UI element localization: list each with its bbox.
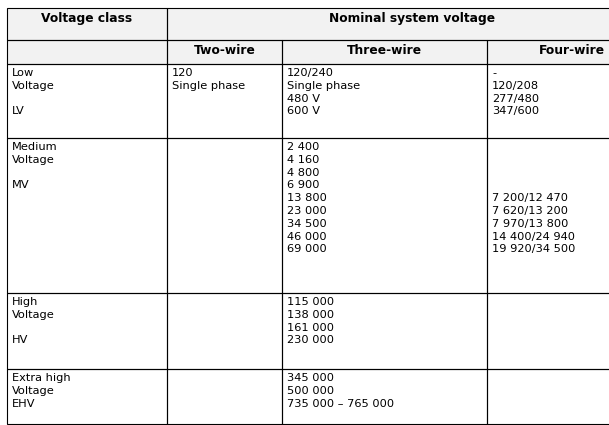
Text: -
120/208
277/480
347/600: - 120/208 277/480 347/600 <box>492 68 539 116</box>
Bar <box>167 8 609 40</box>
Bar <box>7 64 167 138</box>
Bar <box>167 64 282 138</box>
Text: 7 200/12 470
7 620/13 200
7 970/13 800
14 400/24 940
19 920/34 500: 7 200/12 470 7 620/13 200 7 970/13 800 1… <box>492 142 576 255</box>
Bar <box>167 138 282 293</box>
Bar <box>487 40 609 64</box>
Text: High
Voltage

HV: High Voltage HV <box>12 297 55 346</box>
Bar <box>7 293 167 369</box>
Bar <box>7 40 167 64</box>
Bar <box>282 40 487 64</box>
Bar <box>282 64 487 138</box>
Text: Voltage class: Voltage class <box>41 12 133 25</box>
Bar <box>487 64 609 138</box>
Bar <box>7 8 167 40</box>
Text: 120/240
Single phase
480 V
600 V: 120/240 Single phase 480 V 600 V <box>287 68 360 116</box>
Text: Medium
Voltage

MV: Medium Voltage MV <box>12 142 58 190</box>
Bar <box>282 369 487 424</box>
Bar <box>167 8 609 40</box>
Bar <box>7 138 167 293</box>
Bar <box>167 40 282 64</box>
Text: 115 000
138 000
161 000
230 000: 115 000 138 000 161 000 230 000 <box>287 297 334 346</box>
Text: Two-wire: Two-wire <box>194 44 255 57</box>
Bar <box>487 293 609 369</box>
Text: 2 400
4 160
4 800
6 900
13 800
23 000
34 500
46 000
69 000: 2 400 4 160 4 800 6 900 13 800 23 000 34… <box>287 142 327 255</box>
Bar <box>7 369 167 424</box>
Bar <box>7 8 167 40</box>
Bar <box>167 40 282 64</box>
Bar <box>282 40 487 64</box>
Bar <box>7 40 167 64</box>
Bar <box>167 293 282 369</box>
Bar <box>487 369 609 424</box>
Bar <box>487 138 609 293</box>
Text: Nominal system voltage: Nominal system voltage <box>329 12 495 25</box>
Text: 345 000
500 000
735 000 – 765 000: 345 000 500 000 735 000 – 765 000 <box>287 373 394 408</box>
Bar <box>487 40 609 64</box>
Text: 120
Single phase: 120 Single phase <box>172 68 245 91</box>
Text: Low
Voltage

LV: Low Voltage LV <box>12 68 55 116</box>
Text: Three-wire: Three-wire <box>347 44 422 57</box>
Bar <box>282 138 487 293</box>
Text: Extra high
Voltage
EHV: Extra high Voltage EHV <box>12 373 71 408</box>
Text: Four-wire: Four-wire <box>539 44 605 57</box>
Bar <box>167 369 282 424</box>
Bar <box>282 293 487 369</box>
